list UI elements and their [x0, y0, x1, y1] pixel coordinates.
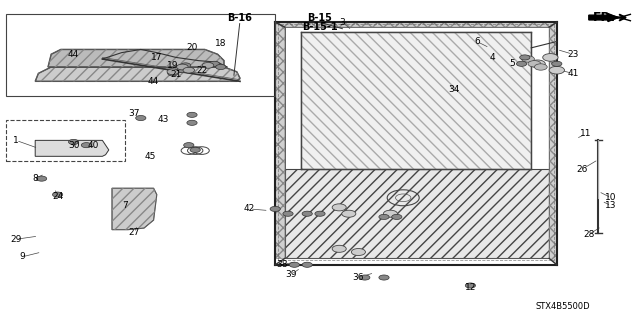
Circle shape [528, 61, 541, 67]
Polygon shape [35, 67, 240, 81]
Text: 1: 1 [13, 136, 19, 145]
Circle shape [68, 139, 79, 145]
Circle shape [283, 211, 293, 216]
Polygon shape [48, 49, 224, 67]
Text: 20: 20 [186, 43, 198, 52]
Polygon shape [35, 140, 109, 156]
Circle shape [520, 55, 530, 60]
Text: 21: 21 [170, 70, 182, 79]
Circle shape [52, 192, 63, 197]
Polygon shape [285, 169, 549, 258]
Text: 5: 5 [509, 59, 515, 68]
Text: 7: 7 [122, 201, 127, 210]
Text: 41: 41 [567, 69, 579, 78]
Circle shape [383, 210, 397, 217]
Text: B-16: B-16 [228, 12, 252, 23]
Circle shape [465, 283, 476, 288]
Circle shape [216, 64, 226, 70]
Text: 17: 17 [151, 53, 163, 62]
Text: 28: 28 [583, 230, 595, 239]
Circle shape [392, 214, 402, 219]
Circle shape [302, 211, 312, 216]
Text: 3: 3 [340, 18, 345, 27]
Text: 44: 44 [68, 50, 79, 59]
Polygon shape [301, 32, 531, 169]
Circle shape [360, 275, 370, 280]
Circle shape [136, 115, 146, 121]
Text: 18: 18 [215, 39, 227, 48]
Circle shape [289, 262, 300, 267]
Bar [6, 14, 275, 96]
Text: STX4B5500D: STX4B5500D [536, 302, 591, 311]
Circle shape [530, 60, 545, 68]
Text: 12: 12 [465, 283, 476, 292]
Circle shape [552, 61, 562, 66]
Circle shape [534, 64, 547, 70]
Polygon shape [275, 22, 285, 258]
Text: B-15: B-15 [308, 12, 332, 23]
Text: 9: 9 [20, 252, 25, 261]
Circle shape [187, 120, 197, 125]
Circle shape [342, 210, 356, 217]
Text: 37: 37 [129, 109, 140, 118]
Circle shape [522, 56, 534, 62]
FancyArrow shape [589, 14, 618, 22]
Text: 44: 44 [148, 77, 159, 86]
Circle shape [549, 66, 564, 74]
Circle shape [379, 214, 389, 219]
Text: 39: 39 [285, 270, 297, 279]
Text: 29: 29 [10, 235, 22, 244]
Circle shape [167, 69, 179, 75]
Circle shape [184, 143, 194, 148]
Text: 8: 8 [33, 174, 38, 183]
Circle shape [270, 206, 280, 211]
Text: 19: 19 [167, 61, 179, 70]
Circle shape [202, 63, 214, 68]
Bar [6, 120, 125, 161]
Text: 27: 27 [129, 228, 140, 237]
Text: 36: 36 [353, 273, 364, 282]
Text: 34: 34 [449, 85, 460, 94]
Text: 23: 23 [567, 50, 579, 59]
Circle shape [187, 112, 197, 117]
Text: 40: 40 [87, 141, 99, 150]
Circle shape [190, 147, 200, 152]
Text: 22: 22 [196, 66, 207, 75]
Circle shape [516, 61, 527, 66]
Text: 45: 45 [145, 152, 156, 161]
Text: 42: 42 [244, 204, 255, 213]
Text: 6: 6 [474, 37, 479, 46]
Text: 11: 11 [580, 130, 591, 138]
Circle shape [315, 211, 325, 216]
Circle shape [302, 262, 312, 267]
Polygon shape [275, 22, 557, 27]
Circle shape [332, 204, 346, 211]
Text: 13: 13 [605, 201, 617, 210]
Circle shape [180, 63, 191, 68]
Polygon shape [549, 22, 557, 265]
Circle shape [332, 245, 346, 252]
Circle shape [177, 68, 188, 73]
Circle shape [177, 64, 188, 70]
Text: 10: 10 [605, 193, 617, 202]
Circle shape [183, 67, 195, 73]
Polygon shape [112, 188, 157, 230]
Text: 38: 38 [276, 260, 287, 269]
Circle shape [36, 176, 47, 181]
Text: 4: 4 [490, 53, 495, 62]
Text: FR.: FR. [593, 11, 616, 24]
Text: 43: 43 [157, 115, 169, 124]
Circle shape [351, 249, 365, 256]
Text: B-15-1: B-15-1 [302, 22, 338, 32]
Circle shape [168, 71, 178, 76]
Circle shape [379, 275, 389, 280]
Circle shape [209, 61, 220, 66]
Circle shape [81, 143, 92, 148]
Text: 24: 24 [52, 192, 63, 201]
Text: 30: 30 [68, 141, 79, 150]
Text: 26: 26 [577, 165, 588, 174]
Circle shape [543, 54, 558, 61]
